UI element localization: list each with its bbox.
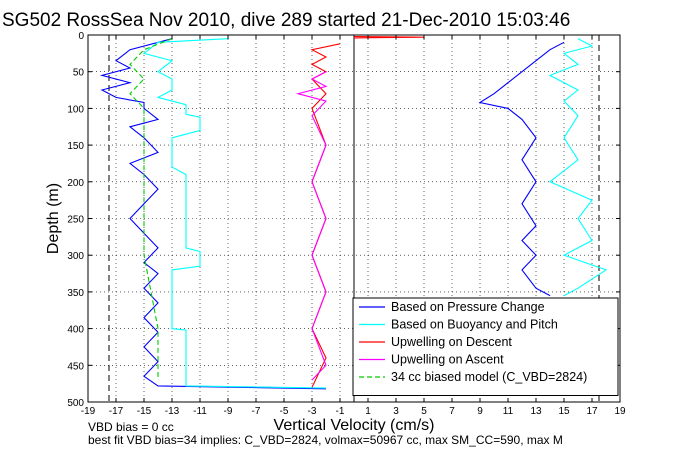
x-tick-label: -19: [81, 406, 96, 417]
x-tick-label: 11: [503, 406, 514, 417]
legend-label: Based on Buoyancy and Pitch: [391, 318, 558, 332]
x-tick-label: -1: [336, 406, 345, 417]
y-axis-label: Depth (m): [45, 183, 62, 254]
series-line-based-on-pressure-change: [99, 38, 327, 390]
y-tick-label: 50: [73, 68, 85, 79]
x-tick-label: 9: [477, 406, 483, 417]
legend-label: Based on Pressure Change: [391, 300, 545, 314]
x-tick-label: 1: [365, 406, 371, 417]
x-tick-label: -15: [137, 406, 152, 417]
x-tick-label: -7: [252, 406, 261, 417]
legend-box: [352, 297, 619, 396]
legend-label: Upwelling on Ascent: [391, 353, 504, 367]
chart-title: SG502 RossSea Nov 2010, dive 289 started…: [2, 10, 570, 31]
y-tick-label: 300: [67, 251, 84, 262]
x-tick-label: 5: [421, 406, 427, 417]
legend-label: Upwelling on Descent: [391, 335, 512, 349]
series-line-based-on-buoyancy-and-pitch: [142, 38, 327, 389]
x-tick-label: 17: [586, 406, 598, 417]
series-line-34-cc-biased-model-c-vbd-2824: [129, 38, 173, 380]
legend: Based on Pressure Change Based on Buoyanc…: [352, 297, 619, 396]
ascent-line-based-on-pressure-change: [478, 41, 565, 297]
x-tick-label: -3: [308, 406, 317, 417]
legend-label: 34 cc biased model (C_VBD=2824): [391, 370, 587, 384]
x-tick-label: 3: [393, 406, 399, 417]
x-tick-label: 15: [558, 406, 570, 417]
x-tick-label: -5: [280, 406, 289, 417]
x-tick-label: 13: [530, 406, 542, 417]
y-tick-label: 100: [67, 104, 84, 115]
x-tick-label: 19: [614, 406, 626, 417]
footnote-vbd-bias: VBD bias = 0 cc: [88, 420, 174, 434]
y-tick-label: 400: [67, 325, 84, 336]
data-series: [99, 35, 608, 390]
y-tick-label: 250: [67, 215, 84, 226]
y-axis: 0 50 100 150 200 250 300 350 400 450 500: [67, 31, 620, 409]
x-tick-label: 7: [449, 406, 455, 417]
x-axis-label: Vertical Velocity (cm/s): [274, 417, 435, 434]
x-tick-label: -11: [193, 406, 207, 417]
y-tick-label: 450: [67, 361, 84, 372]
y-tick-label: 200: [67, 178, 84, 189]
ascent-line-based-on-buoyancy-and-pitch: [548, 38, 608, 297]
y-tick-label: 350: [67, 288, 84, 299]
y-tick-label: 150: [67, 141, 84, 152]
footnote-best-fit: best fit VBD bias=34 implies: C_VBD=2824…: [88, 433, 563, 447]
y-tick-label: 0: [78, 31, 84, 42]
y-tick-label: 500: [67, 398, 84, 409]
x-tick-label: -17: [109, 406, 124, 417]
x-axis: -19 -17 -15 -13 -11 -9 -7 -5 -3 -1 1 3 5 7 9 11 13 15 17 19: [81, 35, 626, 417]
series-line-upwelling-on-ascent: [295, 71, 328, 381]
x-tick-label: -9: [224, 406, 233, 417]
x-tick-label: -13: [165, 406, 180, 417]
